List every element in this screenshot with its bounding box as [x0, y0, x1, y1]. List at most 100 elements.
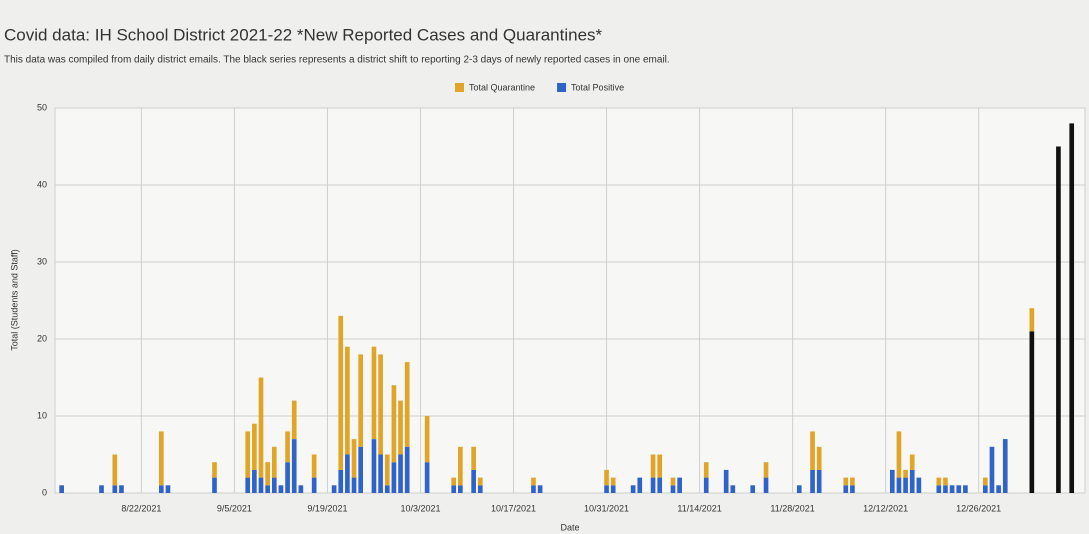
bar-segment	[990, 447, 995, 493]
bar-segment	[1030, 308, 1035, 331]
bar-segment	[378, 455, 383, 494]
bar-segment	[1056, 147, 1061, 494]
bar-segment	[903, 470, 908, 478]
bar-segment	[478, 478, 483, 486]
bar-segment	[425, 416, 430, 462]
bar-segment	[458, 485, 463, 493]
bar-segment	[252, 424, 257, 470]
chart: Covid data: IH School District 2021-22 *…	[0, 0, 1089, 534]
bar-segment	[385, 485, 390, 493]
bar-segment	[478, 485, 483, 493]
bar-segment	[312, 478, 317, 493]
bar-segment	[451, 478, 456, 486]
bar-segment	[963, 485, 968, 493]
bar-segment	[279, 485, 284, 493]
bar-segment	[259, 478, 264, 493]
bar-segment	[817, 447, 822, 470]
bar-segment	[259, 378, 264, 478]
bar-segment	[252, 470, 257, 493]
bar-segment	[378, 354, 383, 454]
bar-segment	[950, 485, 955, 493]
x-tick-label: 9/5/2021	[217, 503, 252, 513]
bar-segment	[385, 455, 390, 486]
bar-segment	[112, 455, 117, 486]
bar-segment	[212, 478, 217, 493]
bar-segment	[750, 485, 755, 493]
bar-segment	[730, 485, 735, 493]
x-tick-label: 8/22/2021	[121, 503, 161, 513]
bar-segment	[372, 347, 377, 439]
bar-segment	[292, 439, 297, 493]
bar-segment	[810, 431, 815, 470]
x-tick-label: 12/12/2021	[863, 503, 908, 513]
bar-segment	[372, 439, 377, 493]
bar-segment	[531, 485, 536, 493]
bar-segment	[1003, 439, 1008, 493]
y-tick-label: 30	[37, 256, 47, 266]
y-tick-label: 10	[37, 410, 47, 420]
bar-segment	[843, 485, 848, 493]
bar-segment	[458, 447, 463, 486]
bar-segment	[983, 485, 988, 493]
bar-segment	[398, 401, 403, 455]
bar-segment	[611, 485, 616, 493]
x-tick-label: 10/17/2021	[491, 503, 536, 513]
bar-segment	[159, 485, 164, 493]
bar-segment	[604, 485, 609, 493]
bar-segment	[358, 354, 363, 446]
bar-segment	[850, 478, 855, 486]
bar-segment	[850, 485, 855, 493]
bar-segment	[245, 478, 250, 493]
bar-segment	[345, 455, 350, 494]
bar-segment	[538, 485, 543, 493]
chart-subtitle: This data was compiled from daily distri…	[4, 55, 670, 66]
legend-swatch	[455, 83, 464, 92]
bar-segment	[611, 478, 616, 486]
bar-segment	[99, 485, 104, 493]
bar-segment	[671, 478, 676, 486]
bar-segment	[704, 478, 709, 493]
chart-title: Covid data: IH School District 2021-22 *…	[4, 25, 603, 44]
bar-segment	[338, 470, 343, 493]
bar-segment	[890, 470, 895, 493]
bar-segment	[817, 470, 822, 493]
bar-segment	[451, 485, 456, 493]
x-axis-title: Date	[560, 522, 579, 532]
bar-segment	[59, 485, 64, 493]
bar-segment	[604, 470, 609, 485]
bar-segment	[810, 470, 815, 493]
bar-segment	[425, 462, 430, 493]
bar-segment	[332, 485, 337, 493]
bar-segment	[299, 485, 304, 493]
bar-segment	[943, 485, 948, 493]
legend-swatch	[557, 83, 566, 92]
bar-segment	[119, 485, 124, 493]
bar-segment	[903, 478, 908, 493]
y-axis-title: Total (Students and Staff)	[9, 249, 19, 350]
bar-segment	[956, 485, 961, 493]
y-tick-label: 0	[42, 487, 47, 497]
bar-segment	[943, 478, 948, 486]
bar-segment	[657, 478, 662, 493]
bar-segment	[345, 347, 350, 455]
bar-segment	[159, 431, 164, 485]
bar-segment	[272, 478, 277, 493]
y-tick-label: 50	[37, 102, 47, 112]
bar-segment	[245, 431, 250, 477]
bar-segment	[398, 455, 403, 494]
x-tick-label: 10/3/2021	[400, 503, 440, 513]
bar-segment	[657, 455, 662, 478]
x-tick-label: 12/26/2021	[956, 503, 1001, 513]
bar-segment	[166, 485, 171, 493]
legend-label: Total Positive	[571, 82, 624, 92]
bar-segment	[265, 485, 270, 493]
bar-segment	[897, 431, 902, 477]
x-tick-label: 11/14/2021	[677, 503, 721, 513]
bar-segment	[471, 447, 476, 470]
bar-segment	[764, 478, 769, 493]
bar-segment	[797, 485, 802, 493]
bar-segment	[631, 485, 636, 493]
bar-segment	[671, 485, 676, 493]
bar-segment	[212, 462, 217, 477]
bar-segment	[352, 478, 357, 493]
